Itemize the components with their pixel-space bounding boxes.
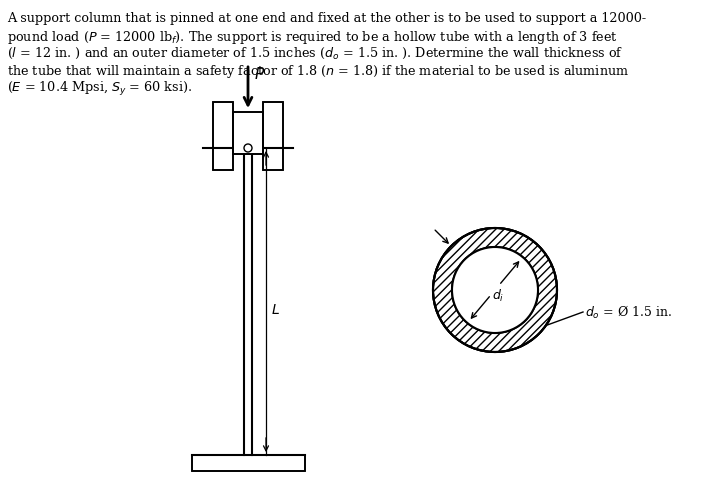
Text: the tube that will maintain a safety factor of 1.8 ($n$ = 1.8) if the material t: the tube that will maintain a safety fac… <box>7 63 629 80</box>
Text: A support column that is pinned at one end and fixed at the other is to be used : A support column that is pinned at one e… <box>7 12 646 25</box>
Bar <box>192 455 305 471</box>
Bar <box>263 102 283 170</box>
Bar <box>213 102 233 170</box>
Bar <box>233 112 263 154</box>
Bar <box>233 112 263 154</box>
Text: ($E$ = 10.4 Mpsi, $S_y$ = 60 ksi).: ($E$ = 10.4 Mpsi, $S_y$ = 60 ksi). <box>7 80 192 98</box>
Bar <box>263 102 283 170</box>
Text: ($l$ = 12 in. ) and an outer diameter of 1.5 inches ($d_o$ = 1.5 in. ). Determin: ($l$ = 12 in. ) and an outer diameter of… <box>7 46 623 61</box>
Circle shape <box>433 228 557 352</box>
Text: $L$: $L$ <box>271 302 280 317</box>
Text: $d_o$ = Ø 1.5 in.: $d_o$ = Ø 1.5 in. <box>585 303 672 320</box>
Bar <box>263 102 283 170</box>
Bar <box>213 102 233 170</box>
Circle shape <box>452 247 538 333</box>
Text: $d_i$: $d_i$ <box>492 288 504 304</box>
Text: pound load ($P$ = 12000 lb$_f$). The support is required to be a hollow tube wit: pound load ($P$ = 12000 lb$_f$). The sup… <box>7 29 618 46</box>
Bar <box>192 455 305 471</box>
Bar <box>192 455 305 471</box>
Circle shape <box>244 144 252 152</box>
Bar <box>233 112 263 154</box>
Bar <box>213 102 233 170</box>
Text: $P$: $P$ <box>254 66 265 82</box>
